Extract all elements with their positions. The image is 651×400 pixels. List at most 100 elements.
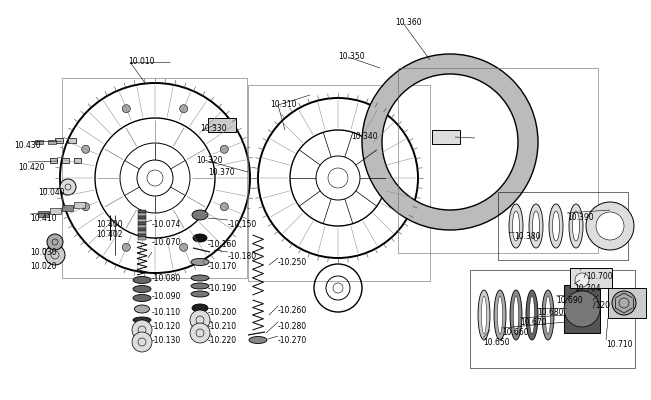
Text: 10.710: 10.710: [606, 340, 633, 349]
Text: -10.160: -10.160: [208, 240, 237, 249]
Ellipse shape: [482, 296, 486, 334]
Bar: [138, 228, 146, 231]
Text: -10.250: -10.250: [278, 258, 307, 267]
Circle shape: [122, 105, 130, 113]
Text: 10.390: 10.390: [567, 213, 594, 222]
Text: -10.280: -10.280: [278, 322, 307, 331]
Text: 10.380: 10.380: [514, 232, 540, 241]
Bar: [50, 208, 61, 214]
Text: 10.402: 10.402: [96, 230, 122, 239]
Circle shape: [220, 145, 229, 153]
Text: -10.070: -10.070: [152, 238, 182, 247]
Bar: [68, 138, 76, 143]
Ellipse shape: [542, 290, 554, 340]
Bar: [470, 270, 635, 368]
Ellipse shape: [133, 276, 151, 284]
Circle shape: [82, 145, 90, 153]
Ellipse shape: [553, 211, 559, 241]
Ellipse shape: [191, 291, 209, 297]
Circle shape: [564, 291, 600, 327]
Text: 10.310: 10.310: [270, 100, 296, 109]
Ellipse shape: [494, 290, 506, 340]
Bar: [564, 285, 600, 333]
Text: 10.360: 10.360: [395, 18, 422, 27]
Circle shape: [586, 202, 634, 250]
Text: -10.180: -10.180: [228, 252, 257, 261]
Text: 10.700: 10.700: [586, 272, 613, 281]
Bar: [62, 158, 69, 163]
Ellipse shape: [509, 204, 523, 248]
Bar: [35, 140, 43, 144]
Ellipse shape: [191, 258, 209, 266]
Ellipse shape: [514, 296, 518, 334]
Ellipse shape: [249, 336, 267, 344]
Circle shape: [190, 310, 210, 330]
Text: -10.110: -10.110: [152, 308, 181, 317]
Text: /120: /120: [593, 300, 610, 309]
Text: -10.074: -10.074: [152, 220, 182, 229]
Bar: [138, 219, 146, 222]
Bar: [74, 202, 85, 208]
Bar: [432, 130, 460, 144]
Text: -10.190: -10.190: [208, 284, 237, 293]
Text: 10.400: 10.400: [96, 220, 122, 229]
Bar: [138, 234, 146, 237]
Text: 10.350: 10.350: [338, 52, 365, 61]
Bar: [38, 211, 49, 217]
Ellipse shape: [133, 294, 151, 302]
Bar: [248, 85, 430, 281]
Circle shape: [220, 203, 229, 211]
Bar: [138, 231, 146, 234]
Bar: [62, 205, 73, 211]
Text: 10.010: 10.010: [128, 57, 154, 66]
Ellipse shape: [191, 275, 209, 281]
Ellipse shape: [133, 317, 151, 323]
Bar: [62, 78, 247, 278]
Text: -10.220: -10.220: [208, 336, 237, 345]
Bar: [570, 268, 612, 288]
Circle shape: [122, 243, 130, 251]
Circle shape: [47, 234, 63, 250]
Bar: [50, 158, 57, 163]
Text: 10.370: 10.370: [208, 168, 234, 177]
Circle shape: [132, 332, 152, 352]
Text: 10.660: 10.660: [502, 328, 529, 337]
Ellipse shape: [135, 305, 150, 313]
Ellipse shape: [478, 290, 490, 340]
Bar: [138, 216, 146, 219]
Text: 10.330: 10.330: [200, 124, 227, 133]
Text: 10.020: 10.020: [30, 262, 57, 271]
Ellipse shape: [569, 204, 583, 248]
Ellipse shape: [549, 204, 563, 248]
Ellipse shape: [192, 210, 208, 220]
Text: -10.210: -10.210: [208, 322, 237, 331]
Circle shape: [596, 212, 624, 240]
Circle shape: [575, 273, 589, 287]
Ellipse shape: [192, 304, 208, 312]
Text: 10.690: 10.690: [556, 296, 583, 305]
Circle shape: [180, 243, 187, 251]
Ellipse shape: [546, 296, 551, 334]
Text: 10.410: 10.410: [30, 214, 57, 223]
Bar: [55, 138, 63, 143]
Text: -10.150: -10.150: [228, 220, 257, 229]
Text: 10.704: 10.704: [574, 284, 601, 293]
Circle shape: [612, 291, 636, 315]
Text: -10.270: -10.270: [278, 336, 307, 345]
Text: -10.170: -10.170: [208, 262, 237, 271]
Bar: [138, 225, 146, 228]
Circle shape: [132, 320, 152, 340]
Circle shape: [180, 105, 187, 113]
Bar: [48, 140, 56, 144]
Text: -10.200: -10.200: [208, 308, 237, 317]
Circle shape: [190, 323, 210, 343]
Ellipse shape: [526, 290, 538, 340]
Bar: [498, 192, 628, 260]
Bar: [608, 288, 646, 318]
Bar: [74, 158, 81, 163]
Ellipse shape: [572, 211, 579, 241]
Text: 10.340: 10.340: [351, 132, 378, 141]
Text: 10.670: 10.670: [520, 318, 547, 327]
Ellipse shape: [133, 286, 151, 292]
Text: -10.260: -10.260: [278, 306, 307, 315]
